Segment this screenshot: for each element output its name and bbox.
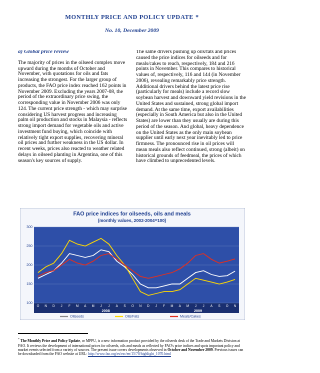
footnote-link[interactable]: http://www.fao.org/es/esc/en/15/70/highl… — [87, 352, 171, 357]
y-tick-label: 150 — [27, 282, 33, 286]
x-tick-label: J — [195, 304, 197, 308]
x-tick-label: O — [226, 304, 229, 308]
x-tick-label: M — [92, 304, 95, 308]
x-tick-label: O — [37, 304, 40, 308]
x-tick-label: J — [203, 304, 205, 308]
x-tick-label: M — [186, 304, 189, 308]
legend-label: Oils/Fats — [125, 314, 139, 318]
chart: FAO price indices for oilseeds, oils and… — [20, 208, 245, 320]
footnote-text: . Previous issues can be downloaded from… — [18, 347, 244, 357]
year-label: 2008 — [102, 309, 110, 313]
x-tick-label: A — [210, 304, 213, 308]
footnote-text: October and November 2009 — [167, 347, 213, 352]
y-tick-label: 300 — [27, 225, 33, 229]
x-tick-label: N — [234, 304, 237, 308]
x-tick-label: M — [171, 304, 174, 308]
footnote-text: , or MPPU, is a new information product … — [18, 339, 241, 352]
x-tick-label: J — [155, 304, 157, 308]
chart-subtitle: (monthly values, 2002-2004=100) — [98, 218, 167, 223]
x-tick-label: S — [218, 304, 220, 308]
paragraph: The majority of prices in the oilseed co… — [18, 59, 128, 164]
footnote-rule — [18, 333, 88, 334]
x-tick-label: F — [69, 304, 71, 308]
x-tick-label: J — [100, 304, 102, 308]
y-tick-label: 100 — [27, 301, 33, 305]
year-label: 2009 — [194, 309, 202, 313]
right-column: The same drivers pushing up oils/fats an… — [136, 50, 246, 200]
y-tick-label: 250 — [27, 244, 33, 248]
x-tick-label: F — [163, 304, 165, 308]
x-tick-label: S — [124, 304, 126, 308]
footnote-text: The Monthly Price and Policy Update — [20, 339, 80, 344]
x-tick-label: A — [84, 304, 87, 308]
x-tick-label: N — [45, 304, 48, 308]
x-tick-label: J — [108, 304, 110, 308]
paragraph: The same drivers pushing up oils/fats an… — [136, 50, 246, 165]
x-tick-label: D — [147, 304, 150, 308]
footnote-marker: * — [18, 337, 20, 341]
x-tick-label: O — [131, 304, 134, 308]
left-column: a) Global price review The majority of p… — [18, 50, 128, 200]
heading: a) Global price review — [18, 50, 69, 55]
line — [37, 237, 236, 296]
y-tick-label: 200 — [27, 263, 33, 267]
x-tick-label: A — [179, 304, 182, 308]
legend-label: Oilseeds — [70, 314, 84, 318]
title: MONTHLY PRICE AND POLICY UPDATE * — [65, 14, 199, 21]
x-tick-label: A — [116, 304, 119, 308]
x-tick-label: M — [76, 304, 79, 308]
line — [37, 253, 236, 279]
x-tick-label: J — [61, 304, 63, 308]
x-tick-label: N — [139, 304, 142, 308]
chart-title: FAO price indices for oilseeds, oils and… — [73, 211, 190, 217]
x-tick-label: D — [53, 304, 56, 308]
legend-label: Meals/Cakes — [180, 314, 201, 318]
line — [37, 249, 236, 289]
page: MONTHLY PRICE AND POLICY UPDATE * No. 10… — [18, 14, 246, 357]
subtitle: No. 10, December 2009 — [105, 28, 159, 34]
footnote: * The Monthly Price and Policy Update, o… — [18, 337, 246, 356]
axis-band — [34, 303, 239, 313]
